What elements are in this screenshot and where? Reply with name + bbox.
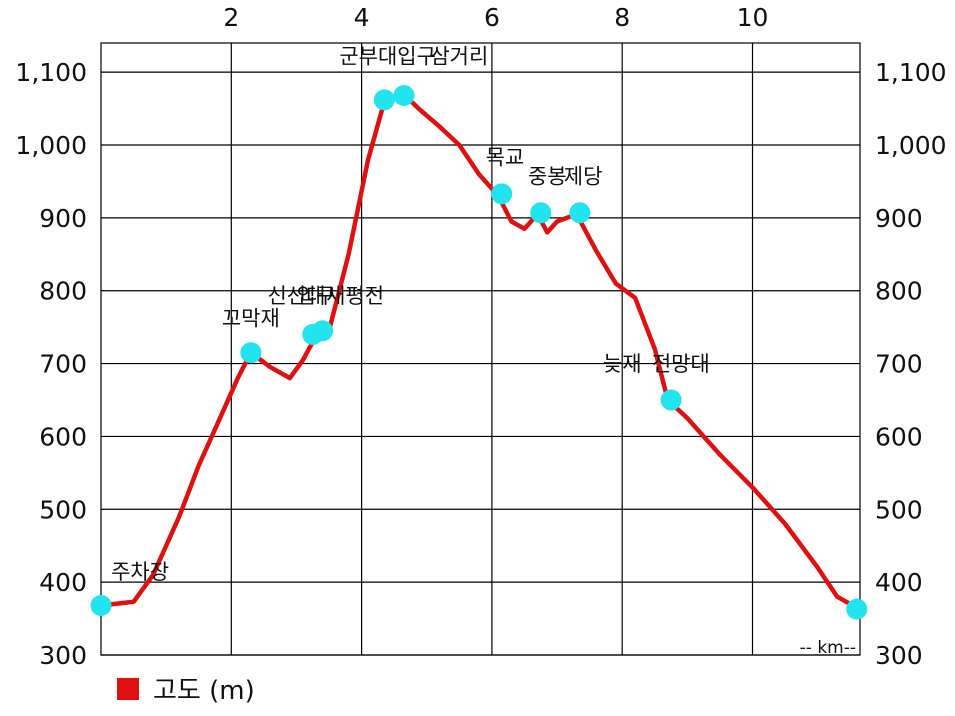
waypoint-label: 주차장 xyxy=(111,560,169,584)
waypoint-marker xyxy=(373,89,395,111)
y-tick-label-left: 900 xyxy=(39,204,87,233)
y-axis-left: 300 400 500 600 700 800 900 1,000 1,100 xyxy=(15,58,87,670)
x-tick-label: 4 xyxy=(354,3,370,32)
y-tick-label-right: 400 xyxy=(875,568,923,597)
waypoint-label: 꼬막재 xyxy=(222,307,280,331)
y-tick-label-left: 1,100 xyxy=(15,58,87,87)
y-tick-label-left: 1,000 xyxy=(15,131,87,160)
waypoint-marker xyxy=(530,202,552,224)
waypoint-label: 입구 xyxy=(297,284,336,308)
y-tick-label-right: 800 xyxy=(875,277,923,306)
waypoint-label: 삼거리 xyxy=(430,44,488,68)
y-tick-label-right: 300 xyxy=(875,641,923,670)
waypoint-label: 새평전 xyxy=(326,284,384,308)
y-tick-label-right: 700 xyxy=(875,350,923,379)
y-tick-label-right: 500 xyxy=(875,495,923,524)
plot-frame xyxy=(100,42,861,656)
waypoint-label: 제당 xyxy=(564,165,603,189)
y-tick-label-right: 600 xyxy=(875,422,923,451)
x-tick-label: 10 xyxy=(737,3,769,32)
y-tick-label-left: 300 xyxy=(39,641,87,670)
x-tick-label: 6 xyxy=(484,3,500,32)
waypoint-marker xyxy=(240,342,262,364)
waypoint-marker xyxy=(660,389,682,411)
legend-swatch xyxy=(117,677,139,700)
waypoint-label: 신선대 xyxy=(267,284,325,308)
y-tick-label-left: 600 xyxy=(39,422,87,451)
waypoint-markers xyxy=(90,84,868,620)
waypoint-label: 군부대입구 xyxy=(339,44,436,68)
y-tick-label-left: 400 xyxy=(39,568,87,597)
y-tick-label-right: 1,100 xyxy=(875,58,947,87)
legend: 고도 (m) xyxy=(117,670,255,707)
waypoint-marker xyxy=(569,202,591,224)
y-tick-label-right: 1,000 xyxy=(875,131,947,160)
waypoint-marker xyxy=(491,183,513,205)
x-tick-label: 8 xyxy=(614,3,630,32)
x-unit-label: -- km-- xyxy=(800,638,856,658)
waypoint-marker xyxy=(90,594,112,616)
waypoint-marker xyxy=(846,598,868,620)
y-tick-label-left: 500 xyxy=(39,495,87,524)
elevation-line xyxy=(98,93,859,610)
x-tick-label: 2 xyxy=(223,3,239,32)
waypoint-marker xyxy=(393,84,415,106)
legend-label: 고도 (m) xyxy=(153,676,255,706)
y-tick-label-left: 800 xyxy=(39,277,87,306)
waypoint-marker xyxy=(312,320,334,342)
y-axis-right: 300 400 500 600 700 800 900 1,000 1,100 xyxy=(875,58,947,670)
y-tick-label-left: 700 xyxy=(39,350,87,379)
x-axis: 2 4 6 8 10 xyxy=(223,3,768,32)
waypoint-label: 중봉 xyxy=(528,165,567,189)
waypoint-label: 목교 xyxy=(486,146,525,170)
y-tick-label-right: 900 xyxy=(875,204,923,233)
waypoint-label: 늦재 xyxy=(603,352,642,376)
waypoint-label: 전망대 xyxy=(652,352,710,376)
chart-grid xyxy=(100,42,861,656)
series-group xyxy=(98,93,859,610)
